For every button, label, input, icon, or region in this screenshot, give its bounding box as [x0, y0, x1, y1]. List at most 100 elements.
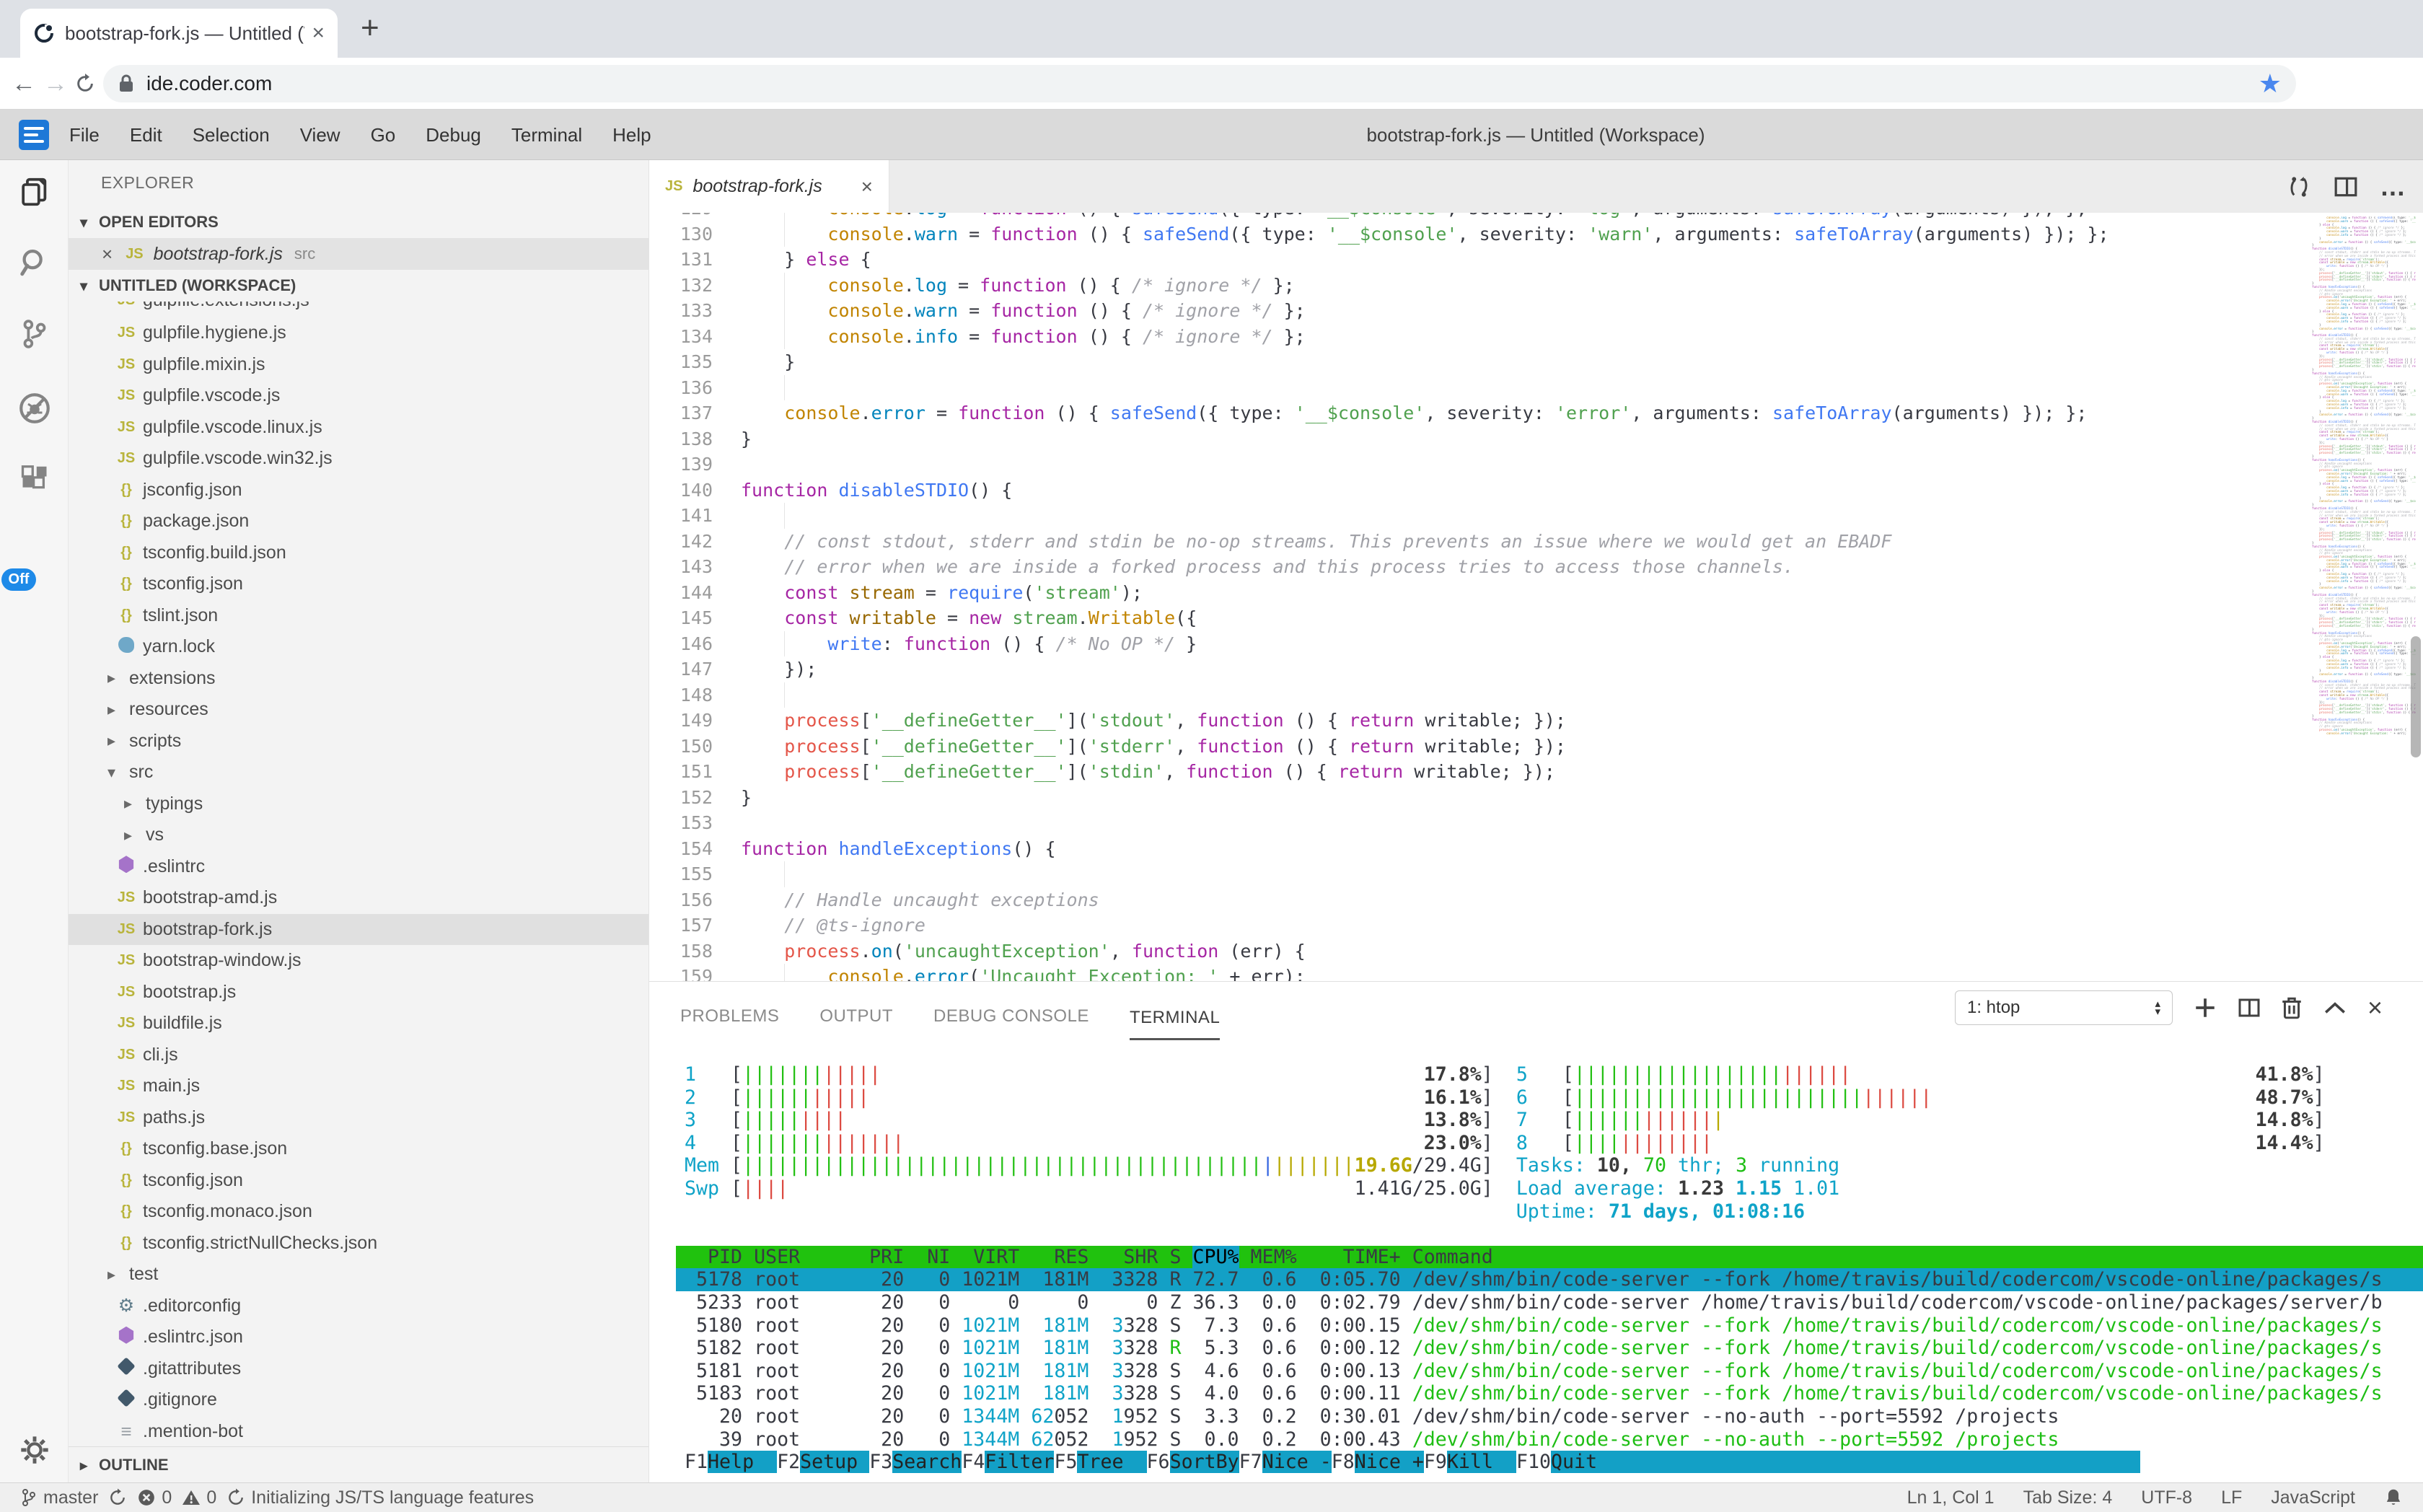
tree-item-.mention-bot[interactable]: ≡ .mention-bot: [69, 1416, 648, 1447]
settings-gear-icon[interactable]: [0, 1424, 69, 1476]
code-line-134[interactable]: 134 console.info = function () { /* igno…: [649, 323, 2423, 349]
explorer-icon[interactable]: [0, 166, 69, 218]
tree-item-typings[interactable]: ▸ typings: [69, 788, 648, 820]
menu-file[interactable]: File: [69, 123, 100, 146]
extensions-icon[interactable]: [0, 454, 69, 506]
tree-item-package.json[interactable]: {} package.json: [69, 506, 648, 537]
terminal[interactable]: 1 [|||||||||||| 17.8%] 5 [||||||||||||||…: [676, 1063, 2423, 1482]
code-line-157[interactable]: 157 // @ts-ignore: [680, 915, 925, 936]
split-terminal-icon[interactable]: [2238, 996, 2261, 1019]
eol[interactable]: LF: [2221, 1487, 2243, 1508]
code-line-131[interactable]: 131 } else {: [680, 249, 871, 270]
source-control-icon[interactable]: [0, 308, 69, 360]
panel-tab-problems[interactable]: PROBLEMS: [680, 1006, 780, 1026]
code-line-140[interactable]: 140 function disableSTDIO() {: [680, 479, 1013, 501]
code-line-133[interactable]: 133 console.warn = function () { /* igno…: [649, 298, 2423, 324]
tree-item-jsconfig.json[interactable]: {} jsconfig.json: [69, 475, 648, 506]
tree-item-buildfile.js[interactable]: JS buildfile.js: [69, 1008, 648, 1040]
code-line-142[interactable]: 142 // const stdout, stderr and stdin be…: [680, 530, 1892, 552]
warning-count[interactable]: 0: [182, 1487, 216, 1508]
code-line-136[interactable]: 136: [649, 374, 2423, 400]
bookmark-star-icon[interactable]: ★: [2258, 69, 2282, 98]
code-line-143[interactable]: 143 // error when we are inside a forked…: [680, 556, 1794, 577]
tab-close-icon[interactable]: ×: [312, 21, 325, 45]
tree-item-.eslintrc[interactable]: .eslintrc: [69, 851, 648, 883]
kill-terminal-trash-icon[interactable]: [2281, 995, 2303, 1020]
url-bar[interactable]: ide.coder.com ★: [103, 65, 2296, 102]
maximize-panel-icon[interactable]: [2323, 999, 2347, 1016]
tree-item-bootstrap-fork.js[interactable]: JS bootstrap-fork.js: [69, 913, 648, 945]
code-line-141[interactable]: 141: [649, 503, 2423, 529]
tree-item-.gitattributes[interactable]: .gitattributes: [69, 1353, 648, 1385]
menu-view[interactable]: View: [299, 123, 340, 146]
panel-tab-terminal[interactable]: TERMINAL: [1129, 1008, 1221, 1040]
code-line-152[interactable]: 152}: [680, 786, 752, 808]
panel-tab-output[interactable]: OUTPUT: [819, 1006, 894, 1026]
git-branch-status[interactable]: master: [20, 1487, 98, 1508]
tree-item-resources[interactable]: ▸ resources: [69, 694, 648, 726]
tree-item-main.js[interactable]: JS main.js: [69, 1071, 648, 1102]
workspace-section[interactable]: ▾ UNTITLED (WORKSPACE): [69, 270, 648, 302]
code-line-129[interactable]: 129 console.log = function () { safeSend…: [649, 213, 2423, 221]
split-editor-icon[interactable]: [2334, 175, 2358, 199]
tree-item-paths.js[interactable]: JS paths.js: [69, 1102, 648, 1134]
close-editor-icon[interactable]: ×: [102, 242, 113, 265]
cursor-position[interactable]: Ln 1, Col 1: [1907, 1487, 1995, 1508]
tree-item-tsconfig.json[interactable]: {} tsconfig.json: [69, 568, 648, 600]
back-icon[interactable]: ←: [12, 69, 36, 97]
code-line-139[interactable]: 139: [680, 454, 713, 475]
search-icon[interactable]: [0, 237, 69, 289]
debug-disabled-icon[interactable]: [0, 382, 69, 434]
browser-tab[interactable]: bootstrap-fork.js — Untitled (W ×: [20, 9, 338, 58]
tab-size[interactable]: Tab Size: 4: [2023, 1487, 2113, 1508]
terminal-select[interactable]: 1: htop ▴ ▾: [1955, 990, 2173, 1025]
tree-item-bootstrap.js[interactable]: JS bootstrap.js: [69, 977, 648, 1008]
tree-item-.eslintrc.json[interactable]: .eslintrc.json: [69, 1322, 648, 1353]
tree-item-scripts[interactable]: ▸ scripts: [69, 726, 648, 757]
tree-item-extensions[interactable]: ▸ extensions: [69, 663, 648, 695]
tree-item-gulpfile.hygiene.js[interactable]: JS gulpfile.hygiene.js: [69, 317, 648, 349]
code-line-155[interactable]: 155: [649, 861, 2423, 887]
tree-item-gulpfile.mixin.js[interactable]: JS gulpfile.mixin.js: [69, 349, 648, 381]
tree-item-tsconfig.monaco.json[interactable]: {} tsconfig.monaco.json: [69, 1196, 648, 1228]
tree-item-tsconfig.strictNullChecks.json[interactable]: {} tsconfig.strictNullChecks.json: [69, 1228, 648, 1260]
tree-item-cli.js[interactable]: JS cli.js: [69, 1040, 648, 1071]
tree-item-tsconfig.base.json[interactable]: {} tsconfig.base.json: [69, 1133, 648, 1165]
more-actions-icon[interactable]: …: [2380, 171, 2406, 201]
code-line-149[interactable]: 149 process['__defineGetter__']('stdout'…: [680, 710, 1566, 731]
code-line-130[interactable]: 130 console.warn = function () { safeSen…: [649, 221, 2423, 247]
tree-item-tsconfig.json[interactable]: {} tsconfig.json: [69, 1165, 648, 1197]
code-line-156[interactable]: 156 // Handle uncaught exceptions: [680, 889, 1099, 910]
error-count[interactable]: 0: [137, 1487, 172, 1508]
language-status[interactable]: Initializing JS/TS language features: [227, 1487, 534, 1508]
tree-item-gulpfile.vscode.linux.js[interactable]: JS gulpfile.vscode.linux.js: [69, 412, 648, 444]
encoding[interactable]: UTF-8: [2141, 1487, 2193, 1508]
minimap[interactable]: console.log = function () { safeSend({ t…: [2312, 216, 2416, 735]
editor-scrollbar[interactable]: [2411, 636, 2421, 757]
menu-help[interactable]: Help: [612, 123, 651, 146]
code-line-132[interactable]: 132 console.log = function () { /* ignor…: [649, 272, 2423, 298]
code-line-159[interactable]: 159 console.error('Uncaught Exception: '…: [649, 964, 2423, 981]
code-line-158[interactable]: 158 process.on('uncaughtException', func…: [680, 940, 1306, 962]
tree-item-test[interactable]: ▸ test: [69, 1259, 648, 1291]
editor-tab[interactable]: JS bootstrap-fork.js ×: [649, 160, 889, 213]
code-line-138[interactable]: 138}: [680, 428, 752, 449]
code-line-148[interactable]: 148: [649, 682, 2423, 708]
code-line-144[interactable]: 144 const stream = require('stream');: [680, 581, 1143, 603]
open-editor-item[interactable]: × JS bootstrap-fork.js src: [69, 238, 648, 270]
menu-edit[interactable]: Edit: [129, 123, 162, 146]
tree-item-gulpfile.vscode.js[interactable]: JS gulpfile.vscode.js: [69, 380, 648, 412]
tree-item-vs[interactable]: ▸ vs: [69, 819, 648, 851]
tree-item-.editorconfig[interactable]: ⚙ .editorconfig: [69, 1291, 648, 1322]
code-line-137[interactable]: 137 console.error = function () { safeSe…: [680, 403, 2088, 423]
tree-item-gulpfile.vscode.win32.js[interactable]: JS gulpfile.vscode.win32.js: [69, 443, 648, 475]
tab-close-icon[interactable]: ×: [861, 175, 873, 198]
new-terminal-icon[interactable]: [2193, 995, 2217, 1020]
tree-item-src[interactable]: ▾ src: [69, 757, 648, 788]
code-line-135[interactable]: 135 }: [680, 351, 796, 372]
code-line-153[interactable]: 153: [680, 812, 713, 833]
outline-section[interactable]: ▸ OUTLINE: [69, 1446, 648, 1483]
code-line-145[interactable]: 145 const writable = new stream.Writable…: [680, 607, 1197, 628]
language-mode[interactable]: JavaScript: [2271, 1487, 2355, 1508]
menu-debug[interactable]: Debug: [426, 123, 481, 146]
